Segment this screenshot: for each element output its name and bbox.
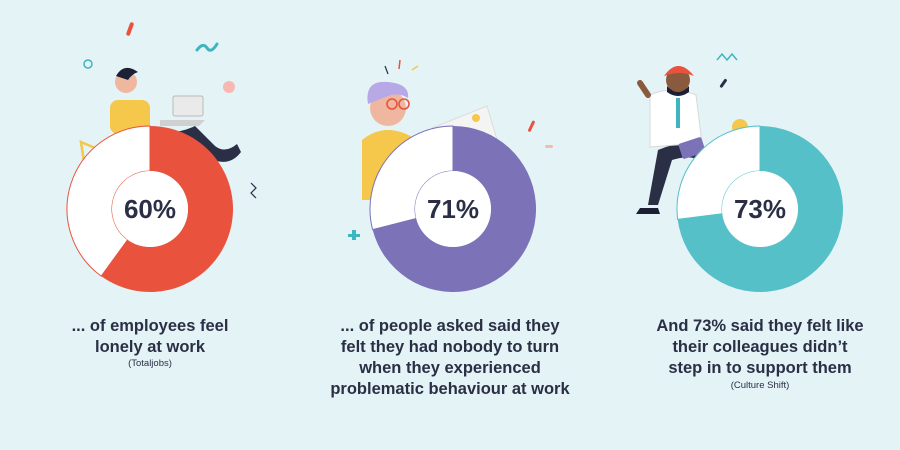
donut-chart: 60% [66, 125, 234, 292]
person-turban-illustration [636, 66, 748, 214]
caption-nobody-to-turn: ... of people asked said they felt they … [325, 316, 575, 400]
donut-percent-label: 73% [734, 194, 786, 224]
caption-line: their colleagues didn’t [672, 338, 848, 356]
donut-slice-value [677, 126, 843, 292]
donut-center [722, 171, 798, 247]
caption-line: step in to support them [668, 359, 852, 377]
donut-slice-value [101, 126, 234, 292]
caption-line: when they experienced [359, 359, 541, 377]
donut-center [415, 171, 491, 247]
source-culture-shift: (Culture Shift) [730, 380, 790, 391]
caption-employees-lonely: ... of employees feel lonely at work [40, 316, 260, 358]
donut-percent-label: 71% [427, 194, 479, 224]
donut-percent-label: 60% [124, 194, 176, 224]
caption-line: And 73% said they felt like [656, 317, 864, 335]
caption-line: lonely at work [94, 338, 206, 356]
caption-line: ... of people asked said they [340, 317, 560, 335]
caption-line: problematic behaviour at work [330, 380, 570, 398]
caption-line: ... of employees feel [71, 317, 229, 335]
caption-line: felt they had nobody to turn [340, 338, 560, 356]
donut-charts: 60% 71% 73% [66, 125, 843, 292]
source-totaljobs: (Totaljobs) [128, 358, 172, 369]
caption-colleagues-didnt-step-in: And 73% said they felt like their collea… [645, 316, 875, 379]
donut-chart: 71% [369, 125, 536, 292]
donut-center [112, 171, 188, 247]
donut-slice-value [372, 126, 536, 292]
donut-chart: 73% [676, 125, 843, 292]
